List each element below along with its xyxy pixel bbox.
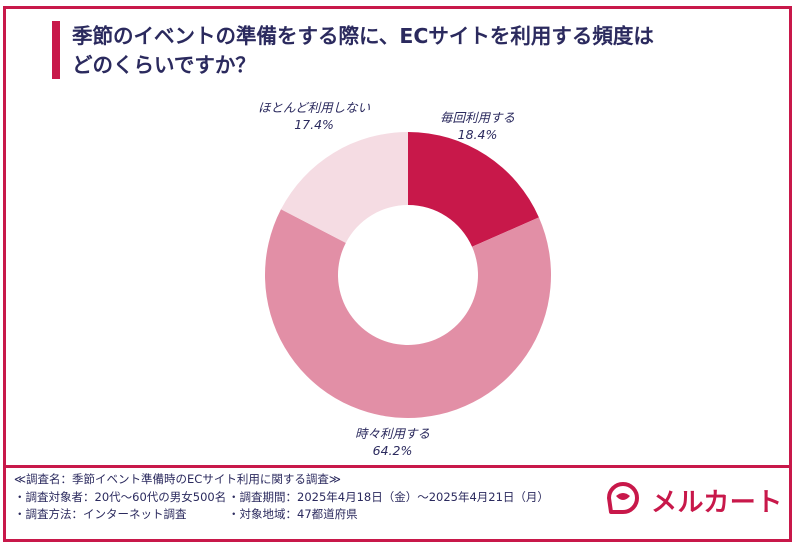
survey-row-1: ・調査対象者：20代～60代の男女500名 ・調査期間：2025年4月18日（金… — [14, 489, 549, 507]
slice-label-sometimes: 時々利用する 64.2% — [355, 425, 430, 459]
mercart-logo-icon — [603, 478, 643, 522]
slice-label-rarely: ほとんど利用しない 17.4% — [258, 99, 370, 133]
slice-every-time — [408, 132, 539, 247]
chart-title-line-2: どのくらいですか？ — [72, 53, 256, 77]
slice-label-rarely-name: ほとんど利用しない — [258, 100, 371, 115]
brand-name: メルカート — [651, 487, 783, 518]
survey-target: ・調査対象者：20代～60代の男女500名 — [14, 489, 227, 504]
survey-period: ・調査期間：2025年4月18日（金）～2025年4月21日（月） — [228, 489, 549, 504]
chart-frame — [3, 6, 792, 542]
slice-label-rarely-value: 17.4% — [294, 117, 334, 132]
survey-method: ・調査方法：インターネット調査 — [14, 507, 187, 521]
slice-label-every-time: 毎回利用する 18.4% — [440, 109, 515, 143]
title-accent-bar — [52, 21, 60, 79]
chart-title: 季節のイベントの準備をする際に、ECサイトを利用する頻度は どのくらいですか？ — [72, 22, 762, 80]
brand-logo: メルカート — [603, 480, 783, 520]
slice-label-sometimes-value: 64.2% — [372, 443, 413, 458]
survey-info: ≪調査名：季節イベント準備時のECサイト利用に関する調査≫ ・調査対象者：20代… — [14, 471, 549, 524]
survey-region: ・対象地域：47都道府県 — [228, 507, 358, 521]
survey-row-2: ・調査方法：インターネット調査 ・対象地域：47都道府県 — [14, 506, 549, 524]
slice-rarely — [280, 132, 408, 243]
footer-divider — [3, 465, 792, 468]
slice-sometimes — [265, 209, 551, 418]
slice-label-sometimes-name: 時々利用する — [355, 426, 431, 441]
chart-title-line-1: 季節のイベントの準備をする際に、ECサイトを利用する頻度は — [72, 24, 654, 48]
survey-name: ≪調査名：季節イベント準備時のECサイト利用に関する調査≫ — [14, 472, 341, 486]
slice-label-every-time-value: 18.4% — [457, 127, 498, 142]
slice-label-every-time-name: 毎回利用する — [440, 110, 516, 125]
